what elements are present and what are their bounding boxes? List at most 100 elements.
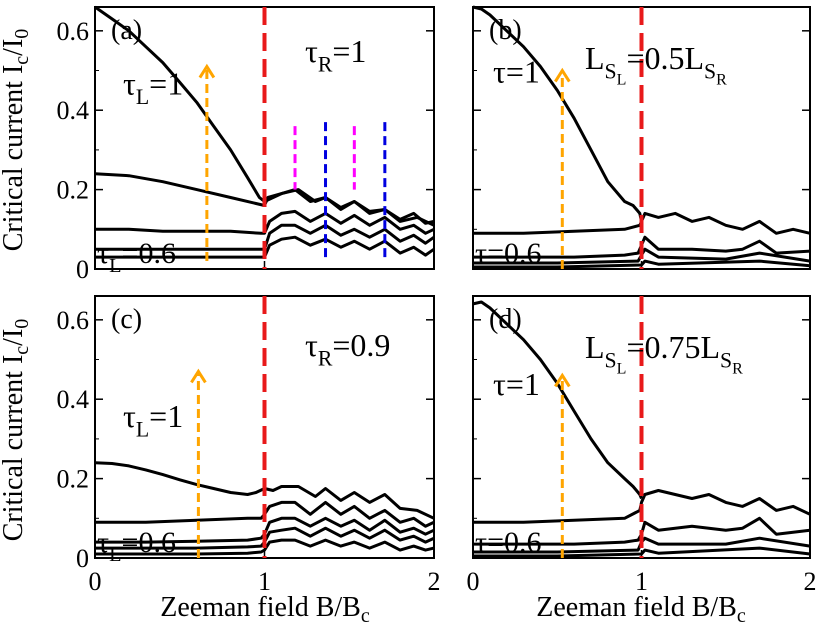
y-tick-label-a: 0.4	[57, 96, 90, 125]
annotation-bottom-c-base: τ	[97, 526, 109, 559]
series-line-c-1	[95, 500, 435, 528]
annotation-right-b-sub: S	[605, 60, 617, 84]
annotation-top-a-rest: =1	[149, 65, 183, 101]
panel-a: 00.20.40.6 (a)τR=1τL=1τL=0.6	[57, 5, 435, 284]
series-line-d-4	[473, 546, 811, 558]
annotation-right-a: τR=1	[305, 33, 366, 77]
annotation-top-c-base: τ	[123, 398, 136, 434]
annotation-right-d-subsub: L	[617, 360, 627, 377]
x-tick-label-d: 0	[467, 567, 480, 596]
annotation-bottom-a-sub: L	[109, 255, 121, 277]
series-line-a-3	[95, 223, 435, 251]
y-tick-label-c: 0.6	[57, 306, 90, 335]
annotation-top-a-base: τ	[123, 65, 136, 101]
annotation-top-d-rest: =1	[506, 366, 540, 402]
annotation-right-d-base: L	[585, 329, 605, 365]
arrow-head-c	[190, 368, 207, 384]
x-tick-label-d: 1	[635, 567, 648, 596]
series-line-b-2	[473, 235, 811, 259]
annotation-right-a-sub: R	[318, 53, 333, 77]
annotation-right-d-subsub2: R	[732, 360, 743, 377]
annotation-right-b-rest: =0.5L	[626, 40, 704, 76]
y-tick-label-a: 0.2	[57, 176, 90, 205]
annotation-top-b-rest: =1	[506, 53, 540, 89]
x-axis-label-right: Zeeman field B/Bc	[536, 592, 746, 627]
series-line-d-2	[473, 516, 811, 546]
x-axis-label-left: Zeeman field B/Bc	[160, 592, 370, 627]
annotation-right-d-rest: =0.75L	[626, 329, 720, 365]
series-line-d-1	[473, 489, 811, 524]
annotation-top-a: τL=1	[123, 65, 183, 109]
annotation-top-d-base: τ	[493, 366, 506, 402]
annotation-right-c: τR=0.9	[305, 327, 390, 371]
plots: 00.20.40.6 (a)τR=1τL=1τL=0.6(b)LSL=0.5LSR…	[57, 5, 817, 596]
annotation-bottom-c-sub: L	[109, 544, 121, 566]
annotation-bottom-b: τ=0.6	[475, 237, 541, 270]
series-line-c-2	[95, 516, 435, 544]
annotation-right-b-subsub2: R	[716, 71, 727, 88]
annotation-top-c-rest: =1	[149, 398, 183, 434]
annotation-right-d: LSL=0.75LSR	[585, 329, 743, 377]
x-tick-label-d: 2	[804, 567, 817, 596]
annotation-bottom-a-base: τ	[97, 237, 109, 270]
annotation-bottom-c: τL=0.6	[97, 526, 176, 566]
annotation-right-b-base: L	[585, 40, 605, 76]
y-slash-bottom: /I	[0, 329, 29, 346]
series-line-b-0	[472, 5, 643, 222]
annotation-bottom-b-base: τ	[475, 237, 487, 270]
y-axis-label-top: Critical current Ic/I0	[0, 29, 33, 252]
annotation-right-c-base: τ	[305, 327, 318, 363]
annotation-top-a-sub: L	[136, 85, 149, 109]
y-sub-c-bottom: c	[11, 346, 33, 355]
annotation-right-d-sub2: S	[720, 349, 732, 373]
y-tick-label-c: 0	[76, 544, 89, 573]
annotation-right-b-subsub: L	[617, 71, 627, 88]
panel-label-a: (a)	[111, 15, 142, 46]
y-slash-top: /I	[0, 39, 29, 56]
y-tick-label-a: 0	[76, 255, 89, 284]
annotation-bottom-c-rest: =0.6	[122, 526, 176, 559]
annotation-right-d-sub: S	[605, 349, 617, 373]
annotation-bottom-d-base: τ	[475, 526, 487, 559]
annotation-right-c-rest: =0.9	[332, 327, 390, 363]
series-line-c-3	[95, 526, 435, 550]
arrow-head-a	[198, 63, 216, 79]
annotation-top-c: τL=1	[123, 398, 183, 442]
panel-c: 0 1 200.20.40.6 (c)τR=0.9τL=1τL=0.6	[57, 296, 441, 596]
x-tick-label-c: 0	[89, 567, 102, 596]
series-line-b-3	[473, 247, 811, 265]
series-line-d-0	[472, 300, 643, 500]
annotation-top-b-base: τ	[493, 53, 506, 89]
panel-label-c: (c)	[111, 304, 142, 335]
y-sub-0-bottom: 0	[11, 319, 33, 329]
x-tick-label-c: 2	[428, 567, 441, 596]
series-line-a-4	[95, 235, 435, 259]
annotation-right-a-base: τ	[305, 33, 318, 69]
series-line-c-4	[95, 538, 435, 556]
y-tick-label-c: 0.2	[57, 465, 90, 494]
y-sub-0-top: 0	[11, 29, 33, 39]
annotation-top-d: τ=1	[493, 366, 540, 402]
annotation-right-b: LSL=0.5LSR	[585, 40, 727, 88]
arrow-head-d	[554, 372, 571, 388]
series-line-a-2	[95, 209, 435, 235]
panel-label-b: (b)	[489, 15, 522, 46]
y-tick-label-a: 0.6	[57, 17, 90, 46]
y-axis-label-bottom: Critical current Ic/I0	[0, 319, 33, 542]
annotation-bottom-b-rest: =0.6	[487, 237, 541, 270]
series-line-b-1	[473, 211, 811, 235]
annotation-top-c-sub: L	[136, 418, 149, 442]
series-line-d-3	[473, 536, 811, 554]
annotation-right-b-sub2: S	[704, 60, 716, 84]
annotation-right-c-sub: R	[318, 347, 333, 371]
x-sub-c-left: c	[361, 605, 370, 627]
x-tick-label-c: 1	[258, 567, 271, 596]
series-line-a-1	[94, 172, 435, 225]
annotation-bottom-d: τ=0.6	[475, 526, 541, 559]
series-line-c-0	[94, 461, 435, 520]
annotation-top-b: τ=1	[493, 53, 540, 89]
y-sub-c-top: c	[11, 56, 33, 65]
